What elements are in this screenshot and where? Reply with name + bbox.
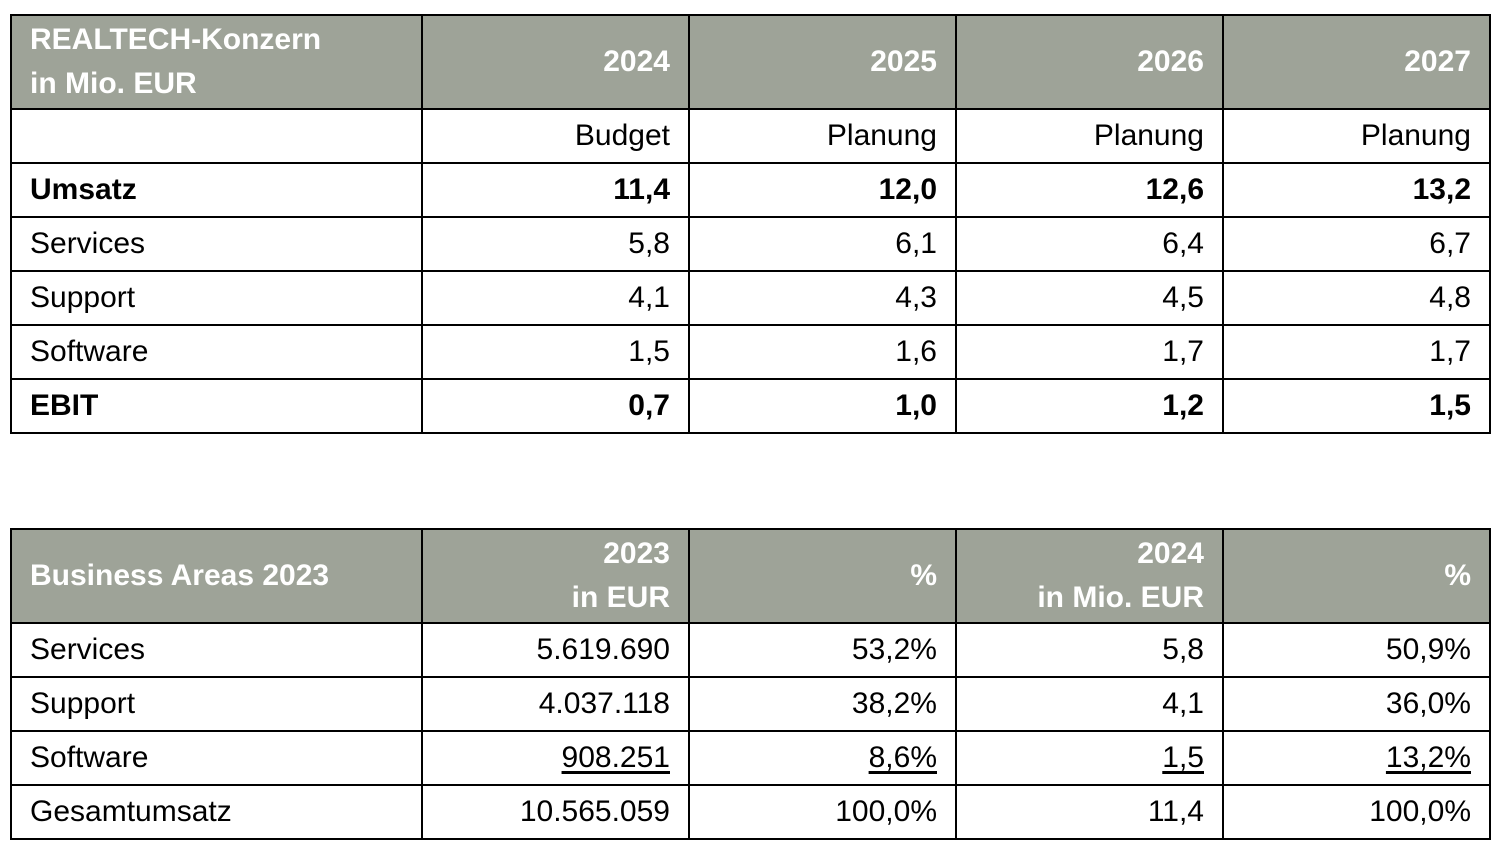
row-label: Gesamtumsatz: [10, 784, 423, 840]
plan-subheader-cell: Budget: [421, 108, 690, 164]
table-cell: 53,2%: [688, 622, 957, 678]
table-cell: 4.037.118: [421, 676, 690, 732]
table-cell: 12,0: [688, 162, 957, 218]
areas-header-2023-line2: in EUR: [571, 581, 670, 614]
plan-header-title: REALTECH-Konzern in Mio. EUR: [10, 14, 423, 110]
table-cell: 4,3: [688, 270, 957, 326]
table-cell: 5,8: [421, 216, 690, 272]
areas-row-gesamtumsatz: Gesamtumsatz 10.565.059 100,0% 11,4 100,…: [10, 784, 1491, 840]
plan-header-title-line2: in Mio. EUR: [30, 67, 197, 100]
table-cell: 1,6: [688, 324, 957, 380]
table-cell: 5,8: [955, 622, 1224, 678]
plan-subheader-row: Budget Planung Planung Planung: [10, 108, 1491, 164]
areas-row-services: Services 5.619.690 53,2% 5,8 50,9%: [10, 622, 1491, 678]
plan-subheader-cell: [10, 108, 423, 164]
table-cell: 6,4: [955, 216, 1224, 272]
row-label: Support: [10, 676, 423, 732]
plan-header-title-line1: REALTECH-Konzern: [30, 23, 322, 56]
plan-row-support: Support 4,1 4,3 4,5 4,8: [10, 270, 1491, 326]
plan-year-2027: 2027: [1222, 14, 1491, 110]
table-cell: 50,9%: [1222, 622, 1491, 678]
table-cell: 10.565.059: [421, 784, 690, 840]
table-cell: 1,5: [1222, 378, 1491, 434]
areas-row-software: Software 908.251 8,6% 1,5 13,2%: [10, 730, 1491, 786]
areas-header-2023-line1: 2023: [603, 537, 670, 570]
row-label: Umsatz: [10, 162, 423, 218]
plan-row-services: Services 5,8 6,1 6,4 6,7: [10, 216, 1491, 272]
plan-header-row: REALTECH-Konzern in Mio. EUR 2024 2025 2…: [10, 14, 1491, 110]
areas-header-2024: 2024 in Mio. EUR: [955, 528, 1224, 624]
plan-subheader-cell: Planung: [955, 108, 1224, 164]
row-label: Services: [10, 216, 423, 272]
table-cell: 4,1: [421, 270, 690, 326]
table-cell: 6,1: [688, 216, 957, 272]
table-cell: 38,2%: [688, 676, 957, 732]
row-label: Software: [10, 730, 423, 786]
underlined-value: 8,6%: [868, 741, 937, 774]
plan-year-2025: 2025: [688, 14, 957, 110]
plan-row-software: Software 1,5 1,6 1,7 1,7: [10, 324, 1491, 380]
business-areas-table: Business Areas 2023 2023 in EUR % 2024 i…: [10, 528, 1491, 840]
table-cell: 100,0%: [688, 784, 957, 840]
areas-header-row: Business Areas 2023 2023 in EUR % 2024 i…: [10, 528, 1491, 624]
row-label: Support: [10, 270, 423, 326]
table-cell: 1,7: [955, 324, 1224, 380]
plan-table: REALTECH-Konzern in Mio. EUR 2024 2025 2…: [10, 14, 1491, 434]
plan-year-2024: 2024: [421, 14, 690, 110]
row-label: Software: [10, 324, 423, 380]
table-cell: 4,8: [1222, 270, 1491, 326]
table-cell: 0,7: [421, 378, 690, 434]
table-cell: 1,0: [688, 378, 957, 434]
underlined-value: 908.251: [561, 741, 670, 774]
table-cell: 36,0%: [1222, 676, 1491, 732]
table-cell: 6,7: [1222, 216, 1491, 272]
areas-header-pct-2023: %: [688, 528, 957, 624]
table-cell: 12,6: [955, 162, 1224, 218]
row-label: EBIT: [10, 378, 423, 434]
plan-row-ebit: EBIT 0,7 1,0 1,2 1,5: [10, 378, 1491, 434]
table-cell: 1,5: [421, 324, 690, 380]
plan-year-2026: 2026: [955, 14, 1224, 110]
table-cell: 13,2: [1222, 162, 1491, 218]
areas-header-2024-line1: 2024: [1137, 537, 1204, 570]
table-cell: 100,0%: [1222, 784, 1491, 840]
plan-row-umsatz: Umsatz 11,4 12,0 12,6 13,2: [10, 162, 1491, 218]
table-cell: 11,4: [955, 784, 1224, 840]
plan-subheader-cell: Planung: [688, 108, 957, 164]
table-cell: 1,2: [955, 378, 1224, 434]
table-cell: 1,7: [1222, 324, 1491, 380]
areas-header-pct-2024: %: [1222, 528, 1491, 624]
areas-row-support: Support 4.037.118 38,2% 4,1 36,0%: [10, 676, 1491, 732]
row-label: Services: [10, 622, 423, 678]
table-cell: 11,4: [421, 162, 690, 218]
table-cell: 4,1: [955, 676, 1224, 732]
table-cell: 4,5: [955, 270, 1224, 326]
table-cell: 1,5: [955, 730, 1224, 786]
plan-subheader-cell: Planung: [1222, 108, 1491, 164]
table-cell: 13,2%: [1222, 730, 1491, 786]
areas-header-2023: 2023 in EUR: [421, 528, 690, 624]
underlined-value: 13,2%: [1385, 741, 1471, 774]
table-cell: 5.619.690: [421, 622, 690, 678]
underlined-value: 1,5: [1162, 741, 1204, 774]
table-cell: 908.251: [421, 730, 690, 786]
areas-header-title: Business Areas 2023: [10, 528, 423, 624]
table-cell: 8,6%: [688, 730, 957, 786]
areas-header-2024-line2: in Mio. EUR: [1037, 581, 1204, 614]
